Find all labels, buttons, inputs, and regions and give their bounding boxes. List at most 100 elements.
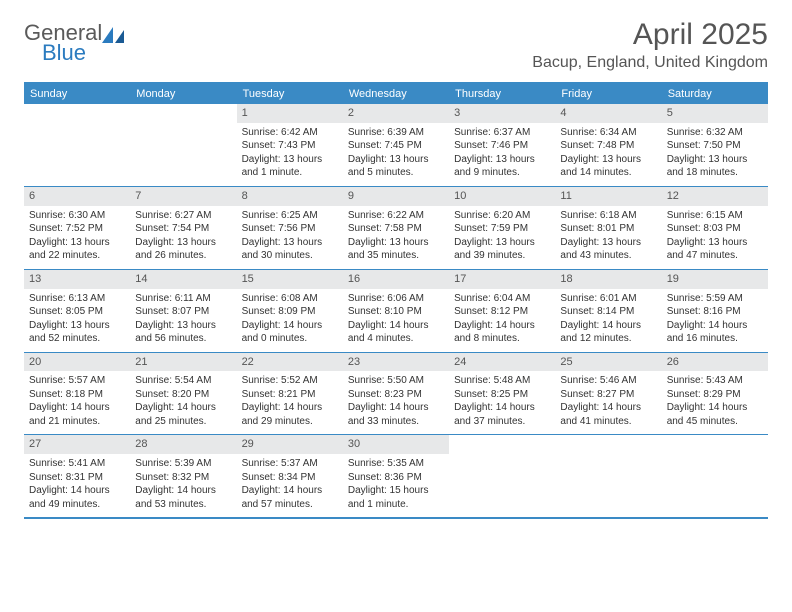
sunset-text: Sunset: 7:50 PM [667, 139, 763, 153]
week-row: 13Sunrise: 6:13 AMSunset: 8:05 PMDayligh… [24, 269, 768, 352]
sunrise-text: Sunrise: 5:50 AM [348, 374, 444, 388]
daylight-text: and 41 minutes. [560, 415, 656, 429]
daylight-text: Daylight: 13 hours [242, 153, 338, 167]
daylight-text: and 1 minute. [348, 498, 444, 512]
sunset-text: Sunset: 8:29 PM [667, 388, 763, 402]
daylight-text: and 21 minutes. [29, 415, 125, 429]
sunset-text: Sunset: 8:34 PM [242, 471, 338, 485]
day-details: Sunrise: 5:50 AMSunset: 8:23 PMDaylight:… [343, 371, 449, 434]
day-details: Sunrise: 5:46 AMSunset: 8:27 PMDaylight:… [555, 371, 661, 434]
day-cell [662, 435, 768, 517]
day-details: Sunrise: 6:22 AMSunset: 7:58 PMDaylight:… [343, 206, 449, 269]
day-cell: 10Sunrise: 6:20 AMSunset: 7:59 PMDayligh… [449, 187, 555, 269]
daylight-text: Daylight: 13 hours [560, 236, 656, 250]
daylight-text: and 14 minutes. [560, 166, 656, 180]
daylight-text: Daylight: 14 hours [454, 319, 550, 333]
sunset-text: Sunset: 8:12 PM [454, 305, 550, 319]
weekday-header: Wednesday [343, 84, 449, 104]
day-details: Sunrise: 5:59 AMSunset: 8:16 PMDaylight:… [662, 289, 768, 352]
sunset-text: Sunset: 8:25 PM [454, 388, 550, 402]
day-details: Sunrise: 6:13 AMSunset: 8:05 PMDaylight:… [24, 289, 130, 352]
day-number: 28 [130, 435, 236, 454]
day-cell [130, 104, 236, 186]
daylight-text: and 8 minutes. [454, 332, 550, 346]
sunrise-text: Sunrise: 6:22 AM [348, 209, 444, 223]
brand-text: General Blue [24, 22, 102, 64]
title-block: April 2025 Bacup, England, United Kingdo… [532, 18, 768, 72]
sunset-text: Sunset: 7:58 PM [348, 222, 444, 236]
sunrise-text: Sunrise: 6:39 AM [348, 126, 444, 140]
sunset-text: Sunset: 8:27 PM [560, 388, 656, 402]
daylight-text: Daylight: 14 hours [242, 319, 338, 333]
sunrise-text: Sunrise: 6:25 AM [242, 209, 338, 223]
sunrise-text: Sunrise: 6:27 AM [135, 209, 231, 223]
day-cell: 11Sunrise: 6:18 AMSunset: 8:01 PMDayligh… [555, 187, 661, 269]
page-header: General Blue April 2025 Bacup, England, … [24, 18, 768, 72]
week-row: 27Sunrise: 5:41 AMSunset: 8:31 PMDayligh… [24, 434, 768, 517]
sunset-text: Sunset: 7:43 PM [242, 139, 338, 153]
sunset-text: Sunset: 8:07 PM [135, 305, 231, 319]
sunrise-text: Sunrise: 6:04 AM [454, 292, 550, 306]
day-details: Sunrise: 5:41 AMSunset: 8:31 PMDaylight:… [24, 454, 130, 517]
day-cell [24, 104, 130, 186]
day-cell: 13Sunrise: 6:13 AMSunset: 8:05 PMDayligh… [24, 270, 130, 352]
daylight-text: and 4 minutes. [348, 332, 444, 346]
sunrise-text: Sunrise: 6:06 AM [348, 292, 444, 306]
day-number: 30 [343, 435, 449, 454]
sunset-text: Sunset: 8:03 PM [667, 222, 763, 236]
sunrise-text: Sunrise: 6:13 AM [29, 292, 125, 306]
sunrise-text: Sunrise: 5:43 AM [667, 374, 763, 388]
sunrise-text: Sunrise: 5:59 AM [667, 292, 763, 306]
daylight-text: Daylight: 14 hours [135, 401, 231, 415]
day-number: 26 [662, 353, 768, 372]
daylight-text: Daylight: 14 hours [667, 319, 763, 333]
sunrise-text: Sunrise: 5:39 AM [135, 457, 231, 471]
location-subtitle: Bacup, England, United Kingdom [532, 54, 768, 72]
sunset-text: Sunset: 8:18 PM [29, 388, 125, 402]
day-cell: 17Sunrise: 6:04 AMSunset: 8:12 PMDayligh… [449, 270, 555, 352]
day-cell: 3Sunrise: 6:37 AMSunset: 7:46 PMDaylight… [449, 104, 555, 186]
daylight-text: and 26 minutes. [135, 249, 231, 263]
weekday-header: Sunday [24, 84, 130, 104]
day-number: 7 [130, 187, 236, 206]
day-cell: 19Sunrise: 5:59 AMSunset: 8:16 PMDayligh… [662, 270, 768, 352]
daylight-text: Daylight: 13 hours [560, 153, 656, 167]
daylight-text: Daylight: 14 hours [135, 484, 231, 498]
sail-icon [102, 27, 126, 45]
sunrise-text: Sunrise: 6:01 AM [560, 292, 656, 306]
sunrise-text: Sunrise: 5:37 AM [242, 457, 338, 471]
day-cell: 21Sunrise: 5:54 AMSunset: 8:20 PMDayligh… [130, 353, 236, 435]
day-details: Sunrise: 6:25 AMSunset: 7:56 PMDaylight:… [237, 206, 343, 269]
daylight-text: and 45 minutes. [667, 415, 763, 429]
sunset-text: Sunset: 8:05 PM [29, 305, 125, 319]
daylight-text: and 16 minutes. [667, 332, 763, 346]
day-cell: 24Sunrise: 5:48 AMSunset: 8:25 PMDayligh… [449, 353, 555, 435]
weekday-header: Tuesday [237, 84, 343, 104]
sunset-text: Sunset: 7:48 PM [560, 139, 656, 153]
daylight-text: and 49 minutes. [29, 498, 125, 512]
sunrise-text: Sunrise: 5:57 AM [29, 374, 125, 388]
daylight-text: and 33 minutes. [348, 415, 444, 429]
week-row: 1Sunrise: 6:42 AMSunset: 7:43 PMDaylight… [24, 104, 768, 186]
day-cell: 23Sunrise: 5:50 AMSunset: 8:23 PMDayligh… [343, 353, 449, 435]
daylight-text: and 12 minutes. [560, 332, 656, 346]
daylight-text: Daylight: 14 hours [667, 401, 763, 415]
sunset-text: Sunset: 8:16 PM [667, 305, 763, 319]
day-number: 16 [343, 270, 449, 289]
sunset-text: Sunset: 8:32 PM [135, 471, 231, 485]
month-title: April 2025 [532, 18, 768, 52]
day-cell: 1Sunrise: 6:42 AMSunset: 7:43 PMDaylight… [237, 104, 343, 186]
daylight-text: Daylight: 14 hours [454, 401, 550, 415]
day-details: Sunrise: 6:18 AMSunset: 8:01 PMDaylight:… [555, 206, 661, 269]
sunset-text: Sunset: 7:52 PM [29, 222, 125, 236]
daylight-text: and 0 minutes. [242, 332, 338, 346]
daylight-text: Daylight: 14 hours [29, 484, 125, 498]
daylight-text: and 29 minutes. [242, 415, 338, 429]
daylight-text: and 18 minutes. [667, 166, 763, 180]
sunrise-text: Sunrise: 6:34 AM [560, 126, 656, 140]
brand-logo: General Blue [24, 22, 126, 64]
day-cell: 29Sunrise: 5:37 AMSunset: 8:34 PMDayligh… [237, 435, 343, 517]
day-cell: 12Sunrise: 6:15 AMSunset: 8:03 PMDayligh… [662, 187, 768, 269]
day-details: Sunrise: 6:39 AMSunset: 7:45 PMDaylight:… [343, 123, 449, 186]
daylight-text: Daylight: 15 hours [348, 484, 444, 498]
